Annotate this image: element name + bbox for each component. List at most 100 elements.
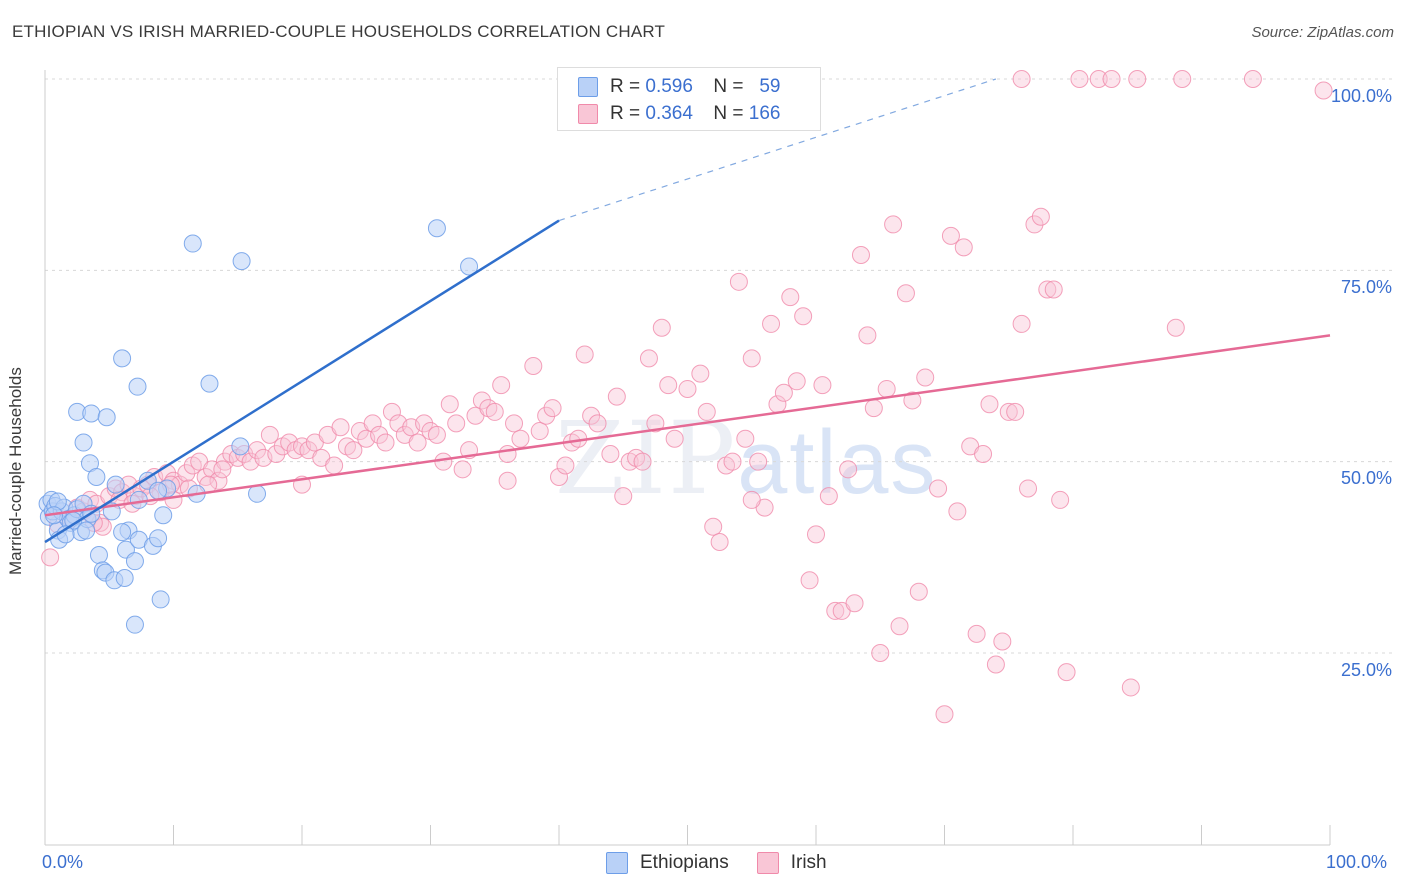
irish-point bbox=[954, 238, 973, 257]
irish-point bbox=[524, 357, 543, 375]
irish-point bbox=[505, 414, 524, 433]
irish-point bbox=[742, 349, 761, 368]
irish-point bbox=[543, 399, 562, 418]
legend-item-irish: Irish bbox=[756, 852, 827, 874]
irish-point bbox=[550, 467, 568, 486]
legend-label: Irish bbox=[790, 852, 827, 873]
ethiopian-point bbox=[149, 481, 168, 500]
irish-point bbox=[1044, 280, 1063, 299]
irish-point bbox=[749, 452, 768, 471]
irish-point bbox=[819, 487, 838, 506]
irish-point bbox=[794, 307, 813, 326]
irish-point bbox=[896, 284, 915, 303]
irish-point bbox=[665, 429, 684, 448]
ethiopian-trend-extension bbox=[558, 78, 997, 222]
irish-point bbox=[601, 445, 620, 464]
irish-point bbox=[1051, 490, 1070, 509]
ethiopian-point bbox=[149, 529, 168, 548]
irish-point bbox=[325, 456, 344, 475]
irish-point bbox=[736, 429, 755, 448]
irish-point bbox=[530, 422, 549, 441]
ethiopian-point bbox=[125, 552, 144, 571]
irish-point bbox=[678, 379, 697, 398]
irish-point bbox=[93, 517, 112, 536]
irish-point bbox=[974, 445, 993, 464]
irish-point bbox=[929, 479, 948, 498]
ethiopian-point bbox=[82, 404, 101, 423]
irish-point bbox=[415, 414, 434, 433]
legend-swatch-blue bbox=[606, 852, 628, 874]
irish-point bbox=[877, 379, 896, 398]
ethiopian-trend-line bbox=[44, 219, 560, 544]
irish-point bbox=[1006, 402, 1025, 421]
irish-point bbox=[1243, 70, 1262, 88]
irish-point bbox=[787, 372, 806, 391]
irish-point bbox=[370, 425, 389, 444]
legend-label: Ethiopians bbox=[640, 852, 729, 873]
x-tick-left: 0.0% bbox=[42, 852, 84, 872]
irish-point bbox=[633, 452, 652, 471]
irish-point bbox=[659, 376, 678, 395]
ethiopian-point bbox=[427, 219, 446, 238]
irish-point bbox=[607, 387, 626, 406]
irish-point bbox=[697, 402, 716, 421]
y-tick-75: 75.0% bbox=[1340, 277, 1392, 297]
irish-point bbox=[498, 445, 517, 464]
irish-point bbox=[1012, 70, 1031, 88]
irish-point bbox=[851, 246, 870, 265]
irish-point bbox=[248, 441, 267, 460]
irish-point bbox=[1121, 678, 1140, 697]
irish-point bbox=[871, 644, 890, 662]
y-tick-100: 100.0% bbox=[1330, 86, 1392, 106]
irish-point bbox=[710, 533, 729, 552]
y-tick-50: 50.0% bbox=[1340, 468, 1392, 488]
ethiopian-point bbox=[113, 523, 132, 542]
irish-point bbox=[511, 429, 530, 448]
r-label: R = bbox=[610, 103, 641, 124]
irish-point bbox=[704, 517, 723, 536]
r-label: R = bbox=[610, 76, 641, 97]
irish-point bbox=[1102, 70, 1121, 88]
irish-point bbox=[691, 364, 710, 383]
n-label: N = bbox=[713, 103, 744, 124]
irish-point bbox=[1314, 81, 1333, 100]
irish-point bbox=[582, 406, 601, 425]
ethiopian-point bbox=[232, 252, 251, 271]
irish-point bbox=[986, 655, 1005, 674]
irish-point bbox=[440, 395, 459, 414]
irish-point bbox=[427, 425, 446, 444]
ethiopian-point bbox=[183, 234, 202, 253]
irish-point bbox=[213, 460, 232, 479]
irish-point bbox=[1012, 314, 1031, 333]
irish-point bbox=[177, 464, 196, 483]
ethiopian-point bbox=[231, 437, 250, 456]
ethiopian-point bbox=[460, 257, 479, 276]
irish-point bbox=[331, 418, 350, 437]
ethiopian-point bbox=[248, 484, 267, 503]
n-label: N = bbox=[713, 76, 744, 97]
irish-point bbox=[453, 460, 472, 479]
irish-point bbox=[652, 318, 671, 337]
irish-point bbox=[1166, 318, 1185, 337]
irish-point bbox=[434, 452, 453, 471]
legend-swatch-pink bbox=[756, 852, 779, 874]
ethiopian-point bbox=[89, 546, 108, 565]
ethiopian-point bbox=[200, 374, 219, 393]
legend-item-ethiopians: Ethiopians bbox=[606, 852, 729, 874]
irish-point bbox=[472, 391, 491, 410]
ethiopian-point bbox=[129, 490, 148, 509]
irish-point bbox=[723, 452, 742, 471]
legend-swatch-blue bbox=[578, 77, 598, 97]
legend-row-irish: R = 0.364 N = 166 bbox=[578, 101, 780, 127]
irish-point bbox=[498, 471, 517, 490]
irish-point bbox=[762, 314, 781, 333]
ethiopian-point bbox=[125, 615, 144, 634]
legend-swatch-pink bbox=[578, 104, 598, 124]
irish-point bbox=[858, 326, 877, 345]
irish-point bbox=[382, 402, 401, 421]
x-tick-right: 100.0% bbox=[1326, 852, 1388, 872]
ethiopian-point bbox=[77, 521, 96, 540]
irish-point bbox=[781, 288, 800, 307]
irish-point bbox=[742, 490, 761, 509]
